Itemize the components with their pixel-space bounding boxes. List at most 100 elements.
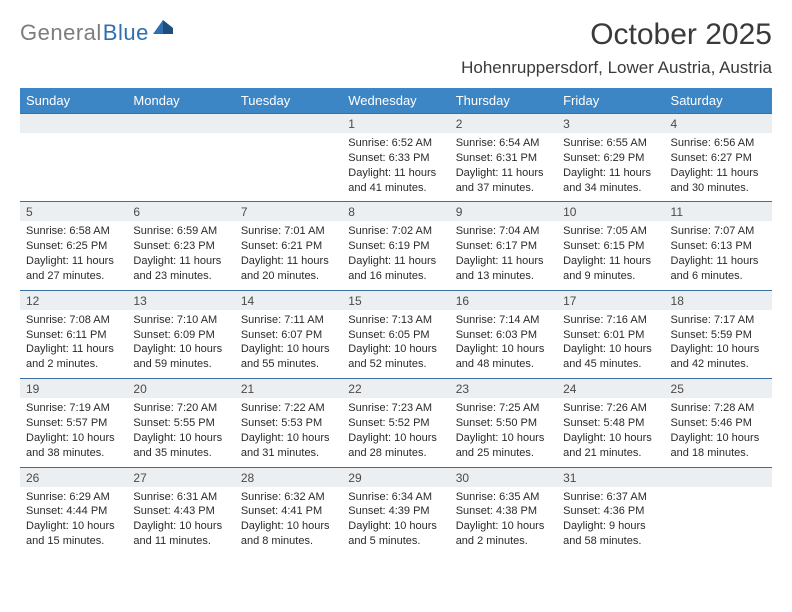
sunset-text: Sunset: 6:31 PM <box>456 151 551 166</box>
daylight-text-2: and 28 minutes. <box>348 446 443 461</box>
sunset-text: Sunset: 6:13 PM <box>671 239 766 254</box>
sunrise-text: Sunrise: 7:20 AM <box>133 401 228 416</box>
day-info-cell: Sunrise: 6:58 AMSunset: 6:25 PMDaylight:… <box>20 221 127 290</box>
day-info-cell: Sunrise: 7:05 AMSunset: 6:15 PMDaylight:… <box>557 221 664 290</box>
daylight-text-2: and 8 minutes. <box>241 534 336 549</box>
sunrise-text: Sunrise: 6:58 AM <box>26 224 121 239</box>
day-header: Sunday <box>20 88 127 114</box>
sunset-text: Sunset: 6:27 PM <box>671 151 766 166</box>
daylight-text-2: and 27 minutes. <box>26 269 121 284</box>
daylight-text-2: and 13 minutes. <box>456 269 551 284</box>
daylight-text-2: and 5 minutes. <box>348 534 443 549</box>
day-number-cell: 27 <box>127 467 234 487</box>
daylight-text-2: and 18 minutes. <box>671 446 766 461</box>
daylight-text-1: Daylight: 10 hours <box>563 342 658 357</box>
day-info-cell <box>127 133 234 202</box>
day-header: Saturday <box>665 88 772 114</box>
day-info-cell: Sunrise: 6:54 AMSunset: 6:31 PMDaylight:… <box>450 133 557 202</box>
sunrise-text: Sunrise: 6:56 AM <box>671 136 766 151</box>
day-number-cell: 20 <box>127 379 234 399</box>
day-info-cell: Sunrise: 7:17 AMSunset: 5:59 PMDaylight:… <box>665 310 772 379</box>
daylight-text-1: Daylight: 11 hours <box>348 166 443 181</box>
sunset-text: Sunset: 5:52 PM <box>348 416 443 431</box>
sunset-text: Sunset: 6:25 PM <box>26 239 121 254</box>
day-number-cell <box>20 114 127 134</box>
day-info-cell: Sunrise: 6:52 AMSunset: 6:33 PMDaylight:… <box>342 133 449 202</box>
day-header: Friday <box>557 88 664 114</box>
daylight-text-2: and 15 minutes. <box>26 534 121 549</box>
location-text: Hohenruppersdorf, Lower Austria, Austria <box>461 58 772 78</box>
day-info-cell: Sunrise: 6:29 AMSunset: 4:44 PMDaylight:… <box>20 487 127 555</box>
calendar-page: GeneralBlue October 2025 Hohenruppersdor… <box>0 0 792 612</box>
daylight-text-2: and 9 minutes. <box>563 269 658 284</box>
sunrise-text: Sunrise: 6:55 AM <box>563 136 658 151</box>
daylight-text-1: Daylight: 10 hours <box>456 519 551 534</box>
day-info-cell: Sunrise: 6:32 AMSunset: 4:41 PMDaylight:… <box>235 487 342 555</box>
sunset-text: Sunset: 5:48 PM <box>563 416 658 431</box>
day-info-cell: Sunrise: 7:02 AMSunset: 6:19 PMDaylight:… <box>342 221 449 290</box>
daylight-text-2: and 30 minutes. <box>671 181 766 196</box>
day-number-cell: 10 <box>557 202 664 222</box>
logo-mark-icon <box>153 18 175 41</box>
sunset-text: Sunset: 4:44 PM <box>26 504 121 519</box>
daylight-text-2: and 55 minutes. <box>241 357 336 372</box>
sunrise-text: Sunrise: 6:37 AM <box>563 490 658 505</box>
day-number-cell: 24 <box>557 379 664 399</box>
day-info-cell: Sunrise: 7:10 AMSunset: 6:09 PMDaylight:… <box>127 310 234 379</box>
day-info-cell: Sunrise: 7:04 AMSunset: 6:17 PMDaylight:… <box>450 221 557 290</box>
daylight-text-1: Daylight: 10 hours <box>133 519 228 534</box>
daylight-text-1: Daylight: 10 hours <box>241 519 336 534</box>
day-number-cell: 31 <box>557 467 664 487</box>
daylight-text-2: and 21 minutes. <box>563 446 658 461</box>
daylight-text-2: and 6 minutes. <box>671 269 766 284</box>
sunset-text: Sunset: 6:21 PM <box>241 239 336 254</box>
day-info-cell: Sunrise: 6:31 AMSunset: 4:43 PMDaylight:… <box>127 487 234 555</box>
day-header-row: Sunday Monday Tuesday Wednesday Thursday… <box>20 88 772 114</box>
day-number-cell: 19 <box>20 379 127 399</box>
day-info-cell: Sunrise: 6:34 AMSunset: 4:39 PMDaylight:… <box>342 487 449 555</box>
day-number-cell: 18 <box>665 290 772 310</box>
daylight-text-1: Daylight: 11 hours <box>241 254 336 269</box>
day-number-cell: 8 <box>342 202 449 222</box>
day-number-cell: 17 <box>557 290 664 310</box>
day-info-cell: Sunrise: 7:01 AMSunset: 6:21 PMDaylight:… <box>235 221 342 290</box>
day-number-cell: 7 <box>235 202 342 222</box>
day-number-cell <box>127 114 234 134</box>
sunset-text: Sunset: 4:41 PM <box>241 504 336 519</box>
daylight-text-1: Daylight: 10 hours <box>348 431 443 446</box>
calendar-body: 1234Sunrise: 6:52 AMSunset: 6:33 PMDayli… <box>20 114 772 555</box>
daylight-text-1: Daylight: 11 hours <box>456 166 551 181</box>
daylight-text-2: and 11 minutes. <box>133 534 228 549</box>
sunrise-text: Sunrise: 7:10 AM <box>133 313 228 328</box>
daylight-text-2: and 16 minutes. <box>348 269 443 284</box>
day-info-cell: Sunrise: 7:07 AMSunset: 6:13 PMDaylight:… <box>665 221 772 290</box>
logo-text-gray: General <box>20 20 102 46</box>
sunrise-text: Sunrise: 7:23 AM <box>348 401 443 416</box>
sunrise-text: Sunrise: 6:54 AM <box>456 136 551 151</box>
day-header: Tuesday <box>235 88 342 114</box>
day-number-cell: 11 <box>665 202 772 222</box>
sunset-text: Sunset: 6:09 PM <box>133 328 228 343</box>
sunrise-text: Sunrise: 7:16 AM <box>563 313 658 328</box>
day-info-row: Sunrise: 6:58 AMSunset: 6:25 PM Daylight:… <box>20 221 772 290</box>
sunrise-text: Sunrise: 7:13 AM <box>348 313 443 328</box>
day-number-cell <box>665 467 772 487</box>
day-number-cell: 30 <box>450 467 557 487</box>
day-info-cell <box>235 133 342 202</box>
day-info-cell <box>20 133 127 202</box>
daylight-text-1: Daylight: 10 hours <box>348 342 443 357</box>
daylight-text-1: Daylight: 10 hours <box>133 431 228 446</box>
title-block: October 2025 Hohenruppersdorf, Lower Aus… <box>461 18 772 88</box>
daylight-text-2: and 37 minutes. <box>456 181 551 196</box>
day-number-cell: 22 <box>342 379 449 399</box>
day-info-cell: Sunrise: 6:55 AMSunset: 6:29 PMDaylight:… <box>557 133 664 202</box>
daylight-text-2: and 58 minutes. <box>563 534 658 549</box>
sunset-text: Sunset: 6:01 PM <box>563 328 658 343</box>
sunset-text: Sunset: 4:38 PM <box>456 504 551 519</box>
day-number-cell: 4 <box>665 114 772 134</box>
sunrise-text: Sunrise: 6:59 AM <box>133 224 228 239</box>
daylight-text-1: Daylight: 11 hours <box>348 254 443 269</box>
daylight-text-2: and 48 minutes. <box>456 357 551 372</box>
sunrise-text: Sunrise: 7:26 AM <box>563 401 658 416</box>
sunrise-text: Sunrise: 7:02 AM <box>348 224 443 239</box>
